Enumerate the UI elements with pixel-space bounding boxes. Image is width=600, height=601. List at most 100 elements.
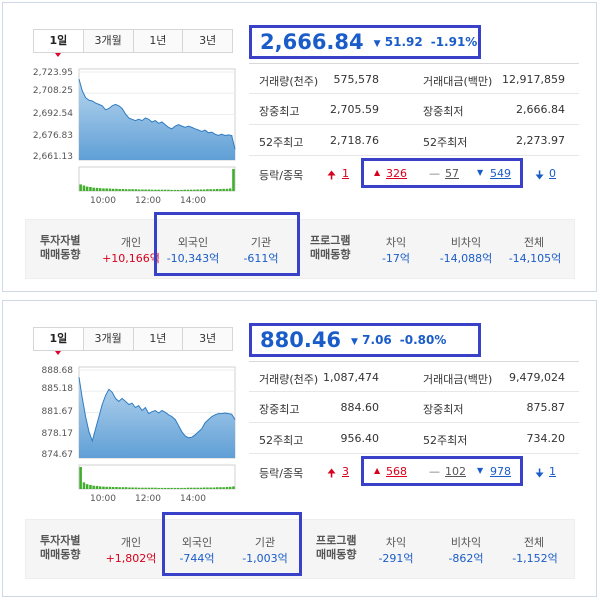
institution-label: 기관: [254, 536, 276, 549]
volume-bar: [157, 487, 160, 489]
advance-decline-row: 등락/종목 🠉 1 ▲ 326 — 57 ▼ 549 🠋 0: [249, 156, 579, 190]
week52-high-value: 2,718.76: [330, 134, 379, 147]
tab-1day[interactable]: 1일: [34, 30, 84, 57]
fall-count[interactable]: 978: [490, 465, 511, 478]
investor-title-line1: 투자자별: [40, 534, 81, 547]
upper-limit-count[interactable]: 1: [342, 167, 349, 180]
fall-count[interactable]: 549: [490, 167, 511, 180]
program-title-line2: 매매동향: [316, 548, 357, 561]
volume-bar: [173, 189, 177, 191]
volume-bar: [141, 189, 144, 191]
week52-high-label: 52주최고: [259, 136, 304, 149]
volume-bar: [124, 487, 128, 489]
volume-bar: [196, 189, 199, 191]
individual-value: +1,802억: [105, 552, 157, 565]
volume-bar: [150, 487, 154, 489]
total-value: -1,152억: [512, 552, 558, 565]
volume-bar: [121, 189, 125, 191]
highlight-box: [361, 158, 523, 188]
volume-bar: [141, 487, 144, 489]
tab-3year[interactable]: 3년: [183, 30, 232, 52]
volume-bar: [160, 487, 164, 489]
volume-bar: [89, 187, 92, 191]
highlight-box: [361, 456, 523, 486]
volume-bar: [225, 188, 229, 191]
advance-decline-label: 등락/종목: [259, 169, 304, 182]
price-area: [79, 377, 235, 458]
flat-count[interactable]: 102: [445, 465, 466, 478]
volume-bar: [222, 188, 225, 191]
volume-frame: [78, 166, 236, 192]
index-panel-2: 1일 3개월 1년 3년 888.68 885.18 881.67 878.17…: [2, 300, 597, 597]
investor-title-line2: 매매동향: [40, 248, 81, 261]
amount-value: 9,479,024: [509, 371, 565, 384]
x-tick-label: 14:00: [180, 494, 206, 504]
lower-limit-icon: 🠋: [535, 467, 545, 480]
non-arbitrage-label: 비차익: [450, 236, 482, 249]
volume-bar: [176, 189, 180, 191]
volume-bar: [219, 189, 222, 191]
foreign-value: -744억: [179, 552, 215, 565]
tab-1year[interactable]: 1년: [133, 30, 184, 52]
volume-bar: [92, 485, 95, 489]
volume-bar: [115, 188, 118, 191]
stats-row: 장중최고 884.60 장중최저 875.87: [249, 392, 579, 423]
tab-3year[interactable]: 3년: [183, 328, 232, 350]
volume-bar: [163, 189, 167, 191]
volume-bar: [85, 186, 89, 191]
volume-bar: [98, 188, 102, 191]
volume-bar: [154, 189, 157, 191]
tab-1year[interactable]: 1년: [133, 328, 184, 350]
index-change: ▼ 7.06: [351, 333, 392, 347]
lower-limit-count[interactable]: 1: [549, 465, 556, 478]
volume-label: 거래량(천주): [259, 75, 319, 88]
intraday-low-label: 장중최저: [423, 105, 464, 118]
foreign-value: -10,343억: [166, 252, 220, 265]
y-tick-label: 874.67: [42, 450, 74, 460]
volume-bar: [202, 189, 206, 191]
tab-1day[interactable]: 1일: [34, 328, 84, 355]
rise-count[interactable]: 326: [386, 167, 407, 180]
lower-limit-count[interactable]: 0: [549, 167, 556, 180]
week52-low-value: 2,273.97: [516, 134, 565, 147]
tab-3month[interactable]: 3개월: [83, 30, 134, 52]
upper-limit-icon: 🠉: [327, 169, 337, 182]
program-title-line1: 프로그램: [316, 534, 357, 547]
y-tick-label: 2,692.54: [33, 109, 73, 119]
volume-bar: [202, 487, 206, 489]
volume-bar: [212, 487, 216, 489]
volume-bar: [199, 189, 203, 191]
upper-limit-count[interactable]: 3: [342, 465, 349, 478]
intraday-high-value: 2,705.59: [330, 103, 379, 116]
flat-count[interactable]: 57: [445, 167, 459, 180]
week52-high-value: 956.40: [340, 432, 380, 445]
highlight-box: [154, 212, 300, 276]
amount-label: 거래대금(백만): [423, 373, 493, 386]
volume-bar: [206, 487, 209, 489]
stats-table: 거래량(천주) 1,087,474 거래대금(백만) 9,479,024 장중최…: [249, 361, 579, 488]
volume-value: 575,578: [333, 73, 380, 86]
advance-decline-label: 등락/종목: [259, 467, 304, 480]
stats-row: 52주최고 2,718.76 52주최저 2,273.97: [249, 125, 579, 156]
week52-high-label: 52주최고: [259, 434, 304, 447]
volume-bar: [186, 487, 190, 489]
period-tabs: 1일 3개월 1년 3년: [33, 327, 233, 355]
volume-bar: [173, 487, 177, 489]
volume-bar: [121, 487, 125, 489]
rise-count[interactable]: 568: [386, 465, 407, 478]
volume-bar: [222, 487, 225, 489]
intraday-chart: 2,723.95 2,708.25 2,692.54 2,676.83 2,66…: [33, 68, 236, 206]
y-tick-label: 2,723.95: [33, 68, 73, 78]
volume-bar: [209, 487, 212, 489]
y-tick-label: 881.67: [42, 407, 74, 417]
index-panel-1: 1일 3개월 1년 3년 2,723.95 2,708.25 2,692.54 …: [2, 2, 597, 292]
volume-bar: [180, 487, 183, 489]
volume-bar: [85, 484, 89, 489]
price-area: [79, 79, 235, 160]
volume-bar: [128, 189, 131, 191]
volume-bar: [212, 189, 216, 191]
volume-bar: [79, 184, 82, 191]
x-tick-label: 14:00: [180, 196, 206, 206]
tab-3month[interactable]: 3개월: [83, 328, 134, 350]
x-tick-label: 12:00: [135, 494, 161, 504]
